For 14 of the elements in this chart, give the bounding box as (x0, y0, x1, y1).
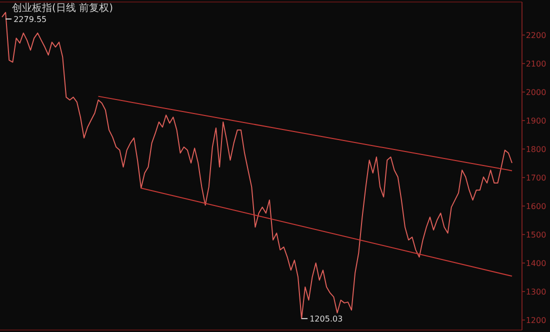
y-tick-label: 1500 (526, 230, 546, 240)
annotation: 2279.55 (14, 15, 47, 24)
y-tick-label: 1800 (526, 145, 546, 154)
y-tick-label: 1200 (526, 316, 546, 326)
y-tick-label: 1400 (526, 259, 546, 268)
annotation: 1205.03 (310, 314, 343, 324)
y-tick-label: 1600 (526, 202, 546, 212)
y-tick-label: 2100 (526, 60, 546, 69)
y-tick-label: 1300 (526, 288, 546, 297)
y-tick-label: 1700 (526, 174, 546, 183)
y-tick-label: 1900 (526, 116, 546, 126)
y-tick-label: 2200 (526, 31, 546, 40)
y-tick-label: 2000 (526, 88, 546, 98)
chart-title: 创业板指(日线 前复权) (12, 2, 114, 14)
